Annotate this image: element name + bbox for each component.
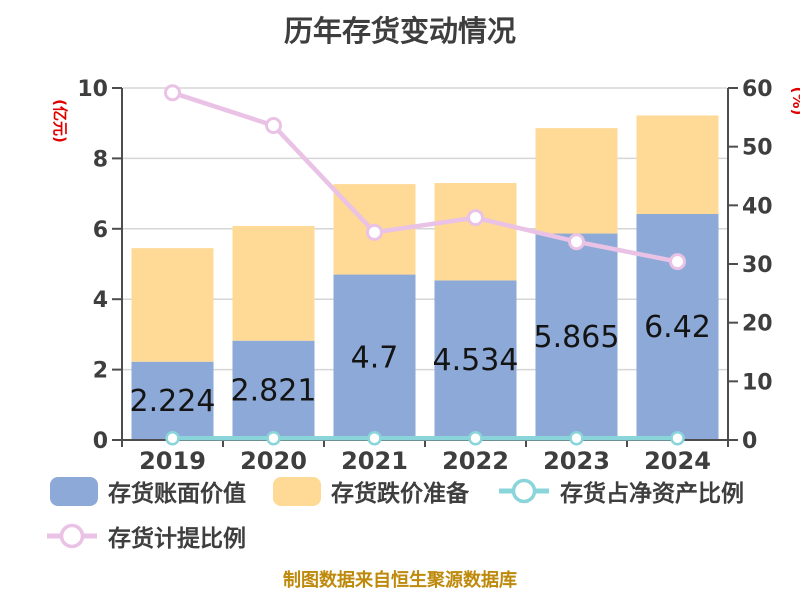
- svg-text:0: 0: [742, 429, 757, 454]
- depreciation-reserve-swatch-icon: [273, 476, 321, 506]
- net-asset-ratio-line-marker-icon: [499, 478, 549, 504]
- svg-text:4: 4: [93, 288, 108, 313]
- chart-title: 历年存货变动情况: [283, 14, 516, 48]
- svg-text:20: 20: [742, 312, 773, 337]
- legend-item-provision-ratio: 存货计提比例: [46, 519, 246, 553]
- legend-label-net-asset-ratio: 存货占净资产比例: [560, 481, 744, 507]
- svg-text:6.42: 6.42: [644, 310, 711, 345]
- legend-label-depreciation-reserve: 存货跌价准备: [331, 481, 469, 507]
- legend-item-book-value: 存货账面价值: [50, 474, 246, 508]
- legend-label-book-value: 存货账面价值: [108, 481, 246, 507]
- legend-item-net-asset-ratio: 存货占净资产比例: [498, 474, 744, 508]
- svg-text:2021: 2021: [341, 447, 408, 475]
- svg-text:2.821: 2.821: [231, 373, 317, 408]
- svg-text:6: 6: [93, 218, 108, 243]
- svg-text:2020: 2020: [240, 447, 307, 475]
- svg-text:50: 50: [742, 136, 773, 161]
- legend-label-provision-ratio: 存货计提比例: [108, 526, 246, 552]
- svg-text:2: 2: [93, 359, 108, 384]
- svg-text:2023: 2023: [543, 447, 610, 475]
- svg-text:2024: 2024: [644, 447, 711, 475]
- legend-item-depreciation-reserve: 存货跌价准备: [273, 474, 469, 508]
- svg-text:4.7: 4.7: [351, 340, 399, 375]
- svg-text:10: 10: [77, 77, 108, 102]
- data-source-note: 制图数据来自恒生聚源数据库: [283, 570, 517, 591]
- svg-text:8: 8: [93, 147, 108, 172]
- svg-text:5.865: 5.865: [534, 320, 620, 355]
- svg-text:40: 40: [742, 194, 773, 219]
- svg-text:10: 10: [742, 370, 773, 395]
- svg-text:2019: 2019: [139, 447, 206, 475]
- svg-text:2022: 2022: [442, 447, 509, 475]
- svg-text:2.224: 2.224: [130, 384, 216, 419]
- svg-text:0: 0: [93, 429, 108, 454]
- svg-text:30: 30: [742, 253, 773, 278]
- svg-text:4.534: 4.534: [433, 343, 519, 378]
- book-value-swatch-icon: [50, 476, 98, 506]
- svg-text:60: 60: [742, 77, 773, 102]
- provision-ratio-line-marker-icon: [47, 523, 97, 549]
